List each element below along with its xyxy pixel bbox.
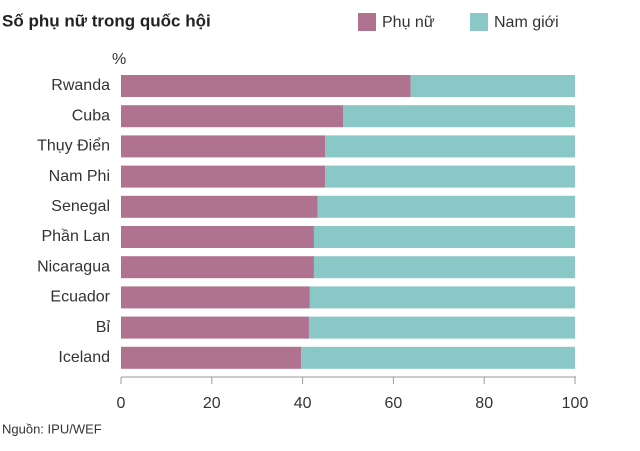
- bar-segment: [313, 226, 575, 248]
- legend-swatch: [358, 13, 376, 31]
- bar-segment: [308, 316, 575, 339]
- bar-segment: [317, 195, 575, 218]
- category-label: Rwanda: [51, 77, 110, 94]
- category-label: Nam Phi: [49, 168, 110, 185]
- bar-segment: [121, 105, 344, 128]
- x-tick-label: 0: [117, 395, 126, 412]
- category-label: Cuba: [72, 107, 110, 124]
- bar-segment: [121, 256, 314, 279]
- category-label: Ecuador: [50, 289, 110, 306]
- category-label: Senegal: [51, 198, 110, 215]
- chart-title: Số phụ nữ trong quốc hội: [2, 11, 211, 30]
- bar-segment: [121, 165, 326, 188]
- bar-segment: [121, 75, 411, 97]
- source: Nguồn: IPU/WEF: [2, 421, 102, 436]
- bar-segment: [121, 226, 314, 248]
- category-label: Nicaragua: [37, 258, 110, 275]
- bar-segment: [410, 75, 575, 97]
- category-label: Phần Lan: [41, 228, 110, 245]
- x-tick-label: 40: [294, 395, 312, 412]
- bar-segment: [309, 286, 575, 309]
- bar-segment: [121, 286, 310, 309]
- unit-label: %: [112, 51, 126, 68]
- legend-label: Nam giới: [494, 14, 559, 31]
- category-label: Iceland: [58, 349, 110, 366]
- bar-segment: [313, 256, 575, 279]
- bar-segment: [343, 105, 575, 128]
- legend-label: Phụ nữ: [382, 14, 435, 31]
- bar-segment: [325, 165, 575, 188]
- bar-segment: [325, 135, 575, 158]
- bar-segment: [121, 195, 318, 218]
- x-tick-label: 80: [475, 395, 493, 412]
- category-label: Thụy Điển: [37, 137, 110, 155]
- x-tick-label: 60: [385, 395, 403, 412]
- x-tick-label: 100: [562, 395, 589, 412]
- category-label: Bỉ: [96, 319, 111, 336]
- bar-segment: [301, 346, 575, 369]
- x-tick-label: 20: [203, 395, 221, 412]
- legend-swatch: [470, 13, 488, 31]
- bar-segment: [121, 135, 326, 158]
- bar-segment: [121, 346, 302, 369]
- bar-segment: [121, 316, 309, 339]
